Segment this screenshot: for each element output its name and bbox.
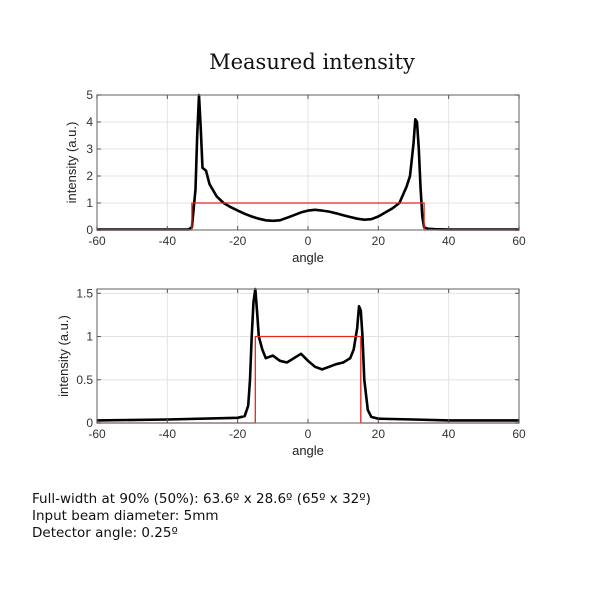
x-tick-label: 20: [372, 234, 386, 248]
series-line-measured: [97, 93, 519, 231]
x-tick-label: -20: [229, 234, 247, 248]
y-tick-label: 0: [86, 223, 93, 237]
y-tick-label: 2: [86, 169, 93, 183]
figure-title: Measured intensity: [209, 50, 415, 74]
y-tick-label: 0: [86, 416, 93, 430]
x-tick-label: -20: [229, 427, 247, 441]
notes: Full-width at 90% (50%): 63.6º x 28.6º (…: [32, 491, 371, 542]
note-beam-diameter: Input beam diameter: 5mm: [32, 508, 219, 524]
y-tick-label: 4: [86, 115, 93, 129]
x-tick-label: 0: [305, 427, 312, 441]
note-detector-angle: Detector angle: 0.25º: [32, 525, 178, 541]
y-tick-label: 0.5: [76, 373, 93, 387]
x-tick-label: 60: [512, 427, 526, 441]
x-tick-label: 40: [442, 234, 456, 248]
chart-top: -60 -40 -20 0 20 40 60 0 1 2 3 4 5 angle intensity (a.…: [64, 88, 526, 265]
x-tick-label: 0: [305, 234, 312, 248]
y-axis-label: intensity (a.u.): [56, 315, 71, 397]
x-tick-label: 60: [512, 234, 526, 248]
x-tick-label: 20: [372, 427, 386, 441]
x-tick-label: -60: [88, 427, 106, 441]
y-tick-label: 1.5: [76, 286, 93, 300]
y-tick-label: 1: [86, 196, 93, 210]
x-tick-label: -60: [88, 234, 106, 248]
x-tick-label: -40: [159, 234, 177, 248]
note-full-width: Full-width at 90% (50%): 63.6º x 28.6º (…: [32, 491, 371, 507]
y-tick-label: 1: [86, 330, 93, 344]
x-tick-label: 40: [442, 427, 456, 441]
y-tick-label: 3: [86, 142, 93, 156]
x-tick-label: -40: [159, 427, 177, 441]
chart-bottom: -60 -40 -20 0 20 40 60 0 0.5 1 1.5 angle intensity (…: [56, 286, 526, 458]
x-axis-label: angle: [292, 250, 324, 265]
y-tick-label: 5: [86, 88, 93, 102]
series-line-measured: [96, 287, 519, 422]
y-axis-label: intensity (a.u.): [64, 122, 79, 204]
x-axis-label: angle: [292, 443, 324, 458]
